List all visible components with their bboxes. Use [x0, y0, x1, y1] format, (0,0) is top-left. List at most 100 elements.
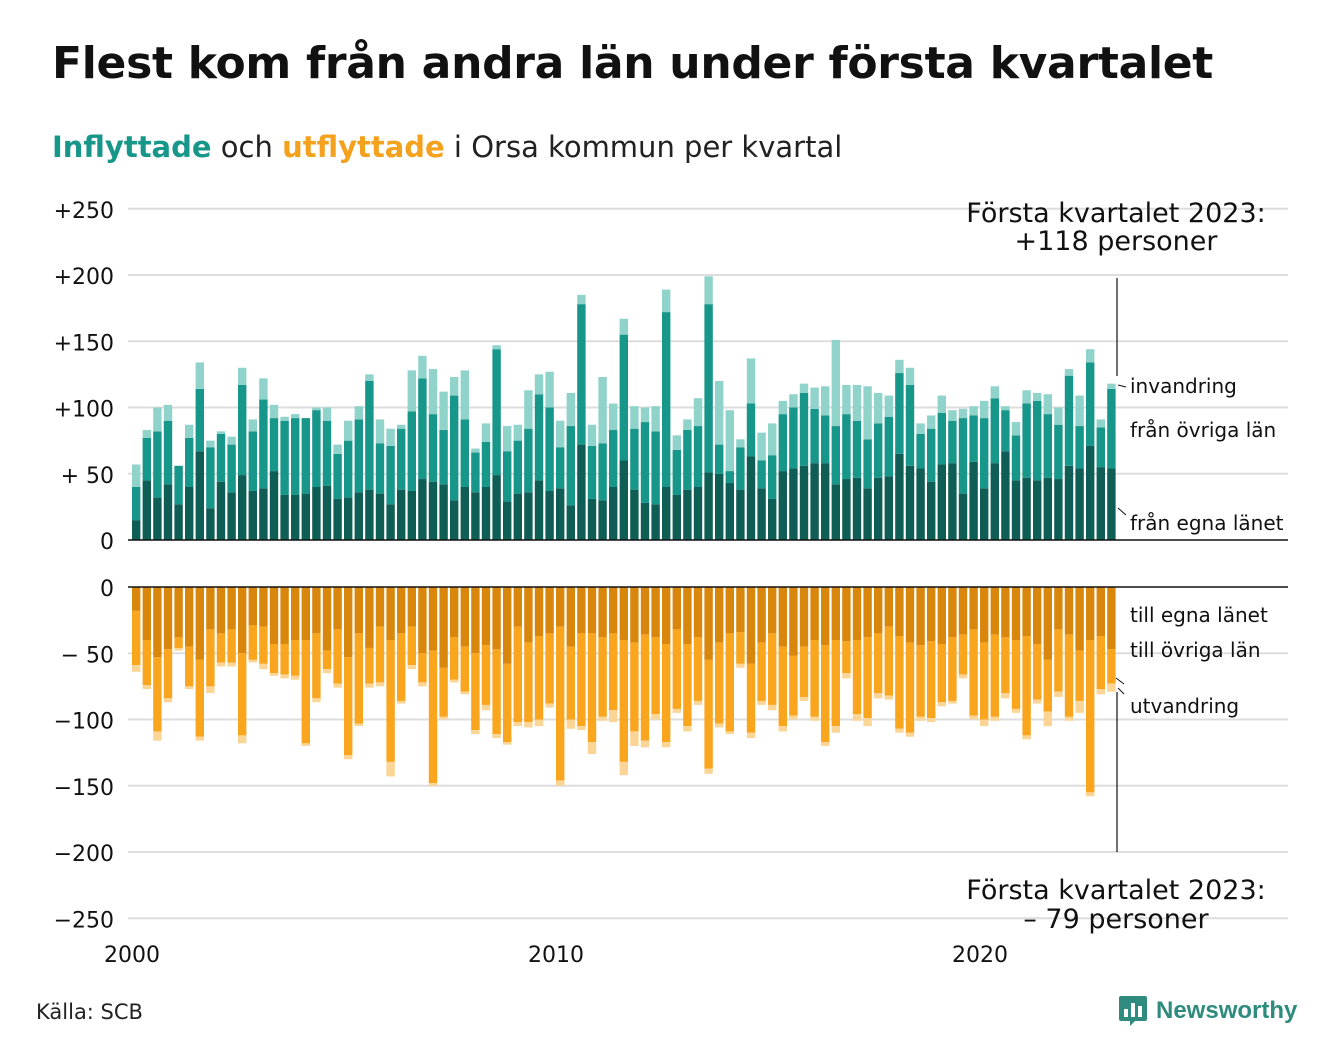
- bar-in-ovriga: [1107, 388, 1116, 469]
- bar-in-ovriga: [789, 407, 798, 469]
- bar-out-utvandring: [227, 662, 236, 667]
- bar-in-ovriga: [248, 431, 257, 491]
- bar-out-egna: [1043, 587, 1052, 660]
- bar-in-egna: [905, 465, 915, 540]
- bar-out-egna: [365, 587, 374, 648]
- bar-in-invandring: [195, 362, 204, 389]
- bar-out-utvandring: [842, 673, 851, 679]
- bar-in-invandring: [1054, 407, 1063, 425]
- bar-in-ovriga: [1064, 375, 1074, 466]
- bar-out-egna: [895, 587, 904, 637]
- bar-in-invandring: [227, 436, 236, 445]
- bar-out-ovriga: [895, 636, 904, 729]
- bar-out-utvandring: [693, 700, 703, 705]
- bar-in-egna: [556, 488, 565, 540]
- bar-in-egna: [1001, 451, 1010, 540]
- bar-in-invandring: [524, 390, 533, 429]
- bar-in-ovriga: [799, 392, 809, 466]
- bar-out-utvandring: [1107, 683, 1116, 692]
- bar-in-egna: [789, 468, 798, 540]
- bar-out-ovriga: [132, 610, 141, 666]
- inflyttade-bars: [132, 276, 1116, 540]
- bar-in-ovriga: [153, 431, 162, 498]
- bar-in-egna: [269, 471, 279, 540]
- bar-in-egna: [958, 493, 968, 540]
- bar-in-ovriga: [195, 388, 204, 452]
- bar-in-egna: [884, 476, 893, 540]
- bar-out-utvandring: [269, 673, 279, 676]
- bar-out-ovriga: [1086, 640, 1095, 793]
- bar-in-ovriga: [556, 447, 565, 489]
- bar-out-ovriga: [757, 642, 766, 701]
- bar-in-invandring: [1096, 419, 1105, 428]
- bar-out-egna: [322, 587, 332, 651]
- y-tick-label-top: +150: [54, 331, 114, 356]
- bar-out-utvandring: [291, 675, 300, 680]
- bar-out-egna: [524, 587, 533, 643]
- bar-out-utvandring: [439, 716, 448, 720]
- bar-in-ovriga: [874, 423, 883, 478]
- bar-in-ovriga: [746, 403, 756, 457]
- bar-in-ovriga: [927, 428, 936, 482]
- bar-in-invandring: [1086, 349, 1095, 363]
- bar-in-egna: [587, 498, 597, 540]
- bar-in-egna: [640, 502, 650, 540]
- bar-in-invandring: [577, 294, 586, 305]
- bar-in-ovriga: [132, 487, 141, 521]
- bar-in-invandring: [863, 386, 872, 440]
- bar-out-ovriga: [375, 626, 385, 683]
- bar-in-egna: [630, 489, 639, 540]
- bar-out-utvandring: [206, 686, 215, 693]
- bar-in-invandring: [460, 370, 469, 420]
- series-labels: invandring från övriga län från egna länet…: [1115, 374, 1284, 718]
- bar-in-ovriga: [810, 408, 819, 464]
- bar-in-invandring: [810, 387, 819, 409]
- bar-out-egna: [195, 587, 204, 660]
- bar-in-invandring: [958, 408, 968, 419]
- bar-in-invandring: [905, 367, 915, 385]
- bar-out-ovriga: [640, 634, 650, 741]
- bar-in-egna: [704, 472, 713, 540]
- bar-out-ovriga: [545, 633, 554, 704]
- x-tick-label: 2020: [952, 943, 1008, 968]
- bar-out-egna: [174, 587, 183, 638]
- bar-out-egna: [344, 587, 353, 658]
- bar-out-egna: [937, 587, 946, 644]
- bar-in-invandring: [1064, 369, 1074, 376]
- bar-out-ovriga: [365, 647, 374, 684]
- bar-in-invandring: [662, 289, 671, 313]
- bar-in-egna: [301, 493, 310, 540]
- bar-in-invandring: [407, 370, 416, 412]
- bar-out-egna: [927, 587, 936, 642]
- bar-out-ovriga: [1064, 634, 1074, 717]
- bar-out-ovriga: [439, 667, 448, 717]
- bar-in-ovriga: [1011, 435, 1021, 481]
- bar-out-egna: [375, 587, 385, 627]
- bar-in-ovriga: [524, 428, 533, 493]
- bar-out-egna: [630, 587, 639, 643]
- bar-out-egna: [1033, 587, 1042, 644]
- bar-out-ovriga: [248, 625, 257, 660]
- y-tick-label-bottom: 0: [100, 577, 114, 602]
- bar-in-egna: [492, 475, 501, 540]
- bar-in-invandring: [365, 374, 374, 381]
- bar-out-egna: [333, 587, 342, 630]
- label-invandring: invandring: [1130, 374, 1237, 398]
- bar-out-ovriga: [566, 646, 575, 720]
- bar-out-ovriga: [884, 626, 893, 696]
- bar-out-utvandring: [757, 700, 766, 705]
- bar-out-egna: [874, 587, 883, 634]
- bar-in-invandring: [206, 440, 215, 448]
- bar-out-ovriga: [927, 641, 936, 719]
- bar-out-ovriga: [736, 632, 745, 664]
- bar-in-egna: [683, 489, 692, 540]
- bar-in-invandring: [450, 377, 459, 396]
- bar-in-invandring: [619, 318, 628, 335]
- bar-out-ovriga: [386, 640, 395, 762]
- bar-out-egna: [577, 587, 586, 634]
- bar-in-ovriga: [312, 410, 321, 487]
- bar-out-egna: [1064, 587, 1074, 635]
- bar-out-egna: [248, 587, 257, 626]
- y-tick-label-bottom: −250: [54, 908, 114, 933]
- bar-in-invandring: [375, 419, 385, 444]
